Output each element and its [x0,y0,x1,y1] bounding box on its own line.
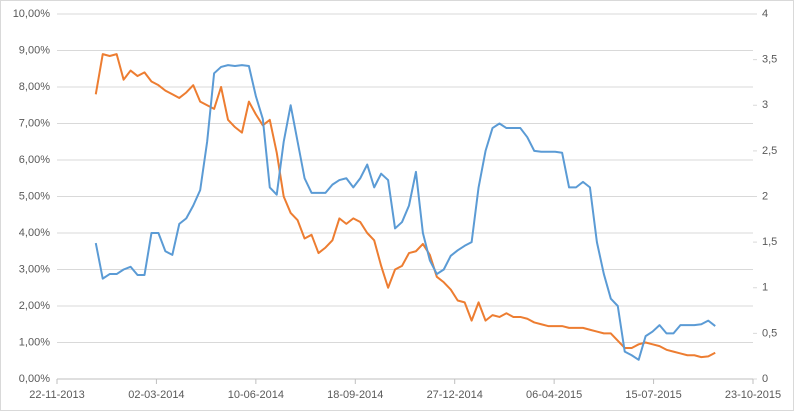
x-tick-label: 06-04-2015 [526,389,582,401]
x-tick-label: 22-11-2013 [29,389,84,401]
y-tick-label: 1,00% [19,336,50,348]
y2-tick-label: 4 [762,8,768,20]
y-tick-label: 0,00% [19,373,50,385]
y-tick-label: 7,00% [19,117,50,129]
y2-tick-label: 3 [762,99,768,111]
series-line [94,53,716,359]
y2-tick-label: 2,5 [762,145,777,157]
y2-tick-label: 0 [762,373,768,385]
y-tick-label: 3,00% [19,263,50,275]
y2-tick-label: 1 [762,282,768,294]
x-tick-label: 23-10-2015 [725,389,781,401]
series-line [94,64,716,361]
x-tick-label: 02-03-2014 [128,389,184,401]
y2-tick-label: 0,5 [762,327,777,339]
y-tick-label: 10,00% [13,8,51,20]
x-tick-label: 15-07-2015 [625,389,681,401]
x-tick-label: 10-06-2014 [228,389,284,401]
y2-tick-label: 1,5 [762,236,777,248]
y-tick-label: 2,00% [19,300,50,312]
y-tick-label: 4,00% [19,227,50,239]
x-tick-label: 18-09-2014 [327,389,383,401]
x-tick-label: 27-12-2014 [427,389,483,401]
y2-tick-label: 3,5 [762,54,777,66]
y2-tick-label: 2 [762,190,768,202]
y-tick-label: 5,00% [19,190,50,202]
y-tick-label: 6,00% [19,154,50,166]
y-tick-label: 9,00% [19,44,50,56]
y-tick-label: 8,00% [19,81,50,93]
